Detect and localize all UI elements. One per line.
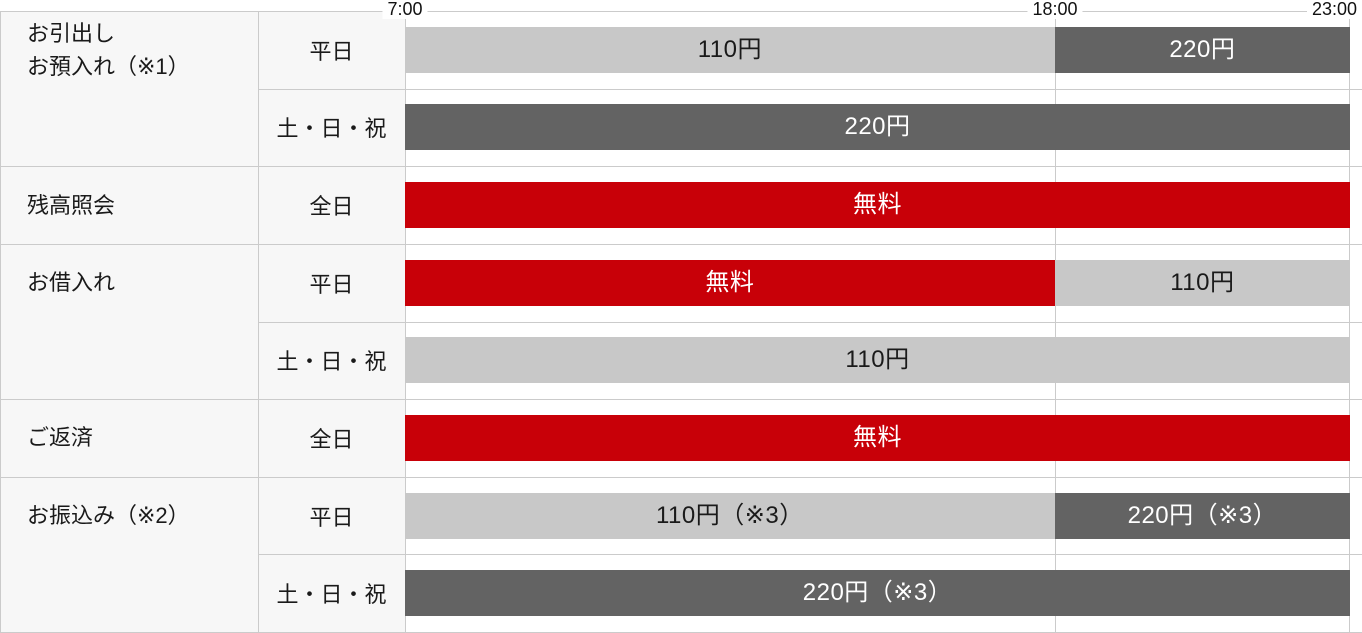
day-type-cell: 平日 [309,38,354,64]
grid-vline [1349,11,1350,632]
fee-bar-segment: 110円 [405,337,1350,384]
fee-bar-segment: 220円 [1054,26,1350,73]
grid-hline [0,11,1362,12]
fee-bar-segment: 110円 [1054,259,1350,306]
fee-bar-segment: 220円 [405,104,1350,151]
category-cell: ご返済 [27,425,94,451]
fee-bar-segment: 110円 [405,26,1055,73]
day-type-cell: 全日 [309,426,354,452]
grid-vline [405,11,406,632]
grid-hline [0,166,1362,167]
time-axis-label-23: 23:00 [1306,0,1362,19]
day-type-cell: 土・日・祝 [276,582,387,608]
day-type-cell: 全日 [309,194,354,220]
fee-bar-segment: 無料 [405,182,1350,229]
grid-hline [258,554,1362,555]
day-type-cell: 土・日・祝 [276,116,387,142]
fee-bar-segment: 220円（※3） [1054,492,1350,539]
day-type-cell: 平日 [309,271,354,297]
day-type-cell: 平日 [309,504,354,530]
grid-vline [258,11,259,632]
grid-hline [258,89,1362,90]
grid-hline [258,322,1362,323]
category-cell: 残高照会 [27,192,116,218]
time-axis-label-7: 7:00 [382,0,428,19]
fee-bar-segment: 220円（※3） [405,570,1350,617]
table-left-panel-background [0,11,405,632]
grid-hline [0,399,1362,400]
category-cell: お引出し お預入れ（※1） [27,20,190,79]
category-cell: お借入れ [27,270,116,296]
grid-hline [0,244,1362,245]
day-type-cell: 土・日・祝 [276,349,387,375]
grid-vline [1055,11,1056,632]
grid-vline [0,11,1,632]
grid-hline [0,477,1362,478]
fee-bar-segment: 無料 [405,414,1350,461]
category-cell: お振込み（※2） [27,503,190,529]
fee-bar-segment: 無料 [405,259,1055,306]
time-axis-label-18: 18:00 [1027,0,1083,19]
fee-bar-segment: 110円（※3） [405,492,1055,539]
